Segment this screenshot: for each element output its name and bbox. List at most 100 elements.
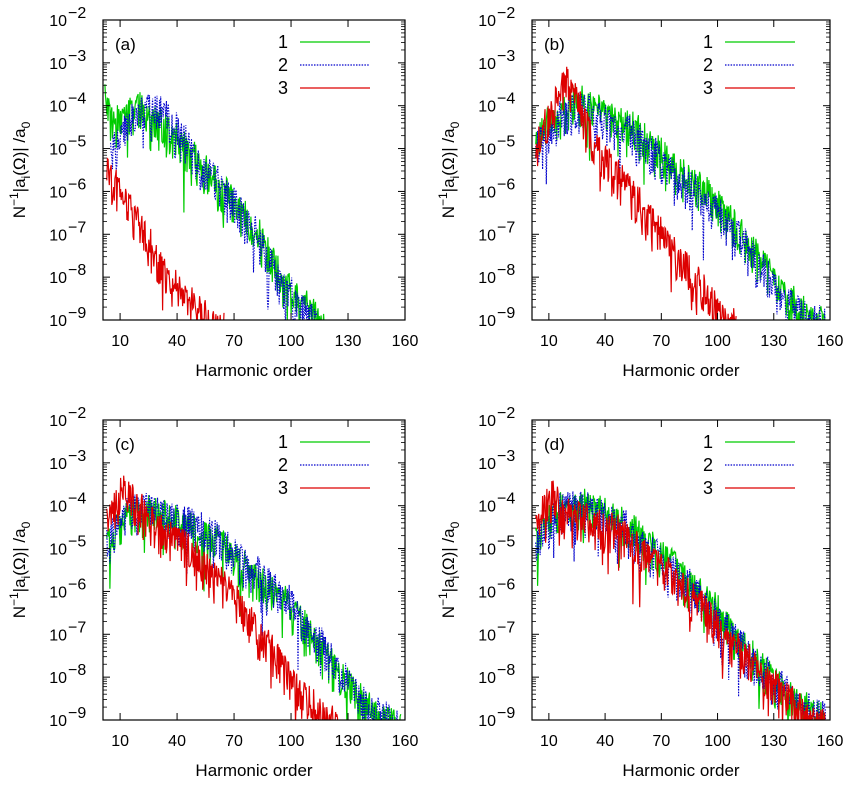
- y-tick-exponent: −6: [497, 576, 515, 593]
- y-tick-exponent: −6: [68, 576, 86, 593]
- y-tick-exponent: −8: [68, 662, 86, 679]
- x-tick-label: 160: [392, 333, 419, 350]
- x-tick-label: 10: [111, 333, 129, 350]
- y-tick-exponent: −5: [497, 134, 515, 151]
- legend: 1 2 3: [278, 432, 370, 498]
- x-tick-label: 160: [392, 733, 419, 750]
- y-tick-label: 10: [478, 499, 496, 516]
- legend-label: 3: [278, 478, 288, 498]
- y-tick-label: 10: [49, 270, 67, 287]
- y-tick-label: 10: [49, 13, 67, 30]
- y-tick-exponent: −7: [68, 619, 86, 636]
- panel-b: 10 −910 −810 −710 −610 −510 −410 −310 −210 40 70 10…: [436, 5, 843, 380]
- series-3-line: [535, 480, 826, 720]
- x-axis: 10 40 70 100 130 160: [111, 20, 418, 350]
- x-axis-label: Harmonic order: [622, 361, 739, 380]
- y-tick-label: 10: [49, 584, 67, 601]
- y-tick-exponent: −7: [497, 219, 515, 236]
- x-tick-label: 130: [335, 333, 362, 350]
- legend-label: 1: [278, 32, 288, 52]
- y-tick-label: 10: [478, 627, 496, 644]
- y-tick-label: 10: [478, 227, 496, 244]
- legend-label: 2: [703, 455, 713, 475]
- x-tick-label: 100: [704, 733, 731, 750]
- legend-label: 2: [278, 55, 288, 75]
- y-tick-label: 10: [49, 456, 67, 473]
- y-tick-exponent: −7: [497, 619, 515, 636]
- series-3-line: [106, 475, 339, 720]
- y-axis-label: N−1|ai(Ω)| /a0: [7, 521, 33, 618]
- x-axis-label: Harmonic order: [622, 761, 739, 780]
- legend-label: 3: [703, 478, 713, 498]
- y-tick-label: 10: [478, 56, 496, 73]
- x-tick-label: 40: [168, 733, 186, 750]
- y-tick-exponent: −2: [497, 405, 515, 422]
- plot-frame: [531, 19, 831, 321]
- series-group: [106, 475, 402, 720]
- x-tick-label: 100: [704, 333, 731, 350]
- x-tick-label: 40: [168, 333, 186, 350]
- y-tick-label: 10: [478, 13, 496, 30]
- x-tick-label: 130: [760, 733, 787, 750]
- x-tick-label: 70: [652, 333, 670, 350]
- legend: 1 2 3: [703, 432, 795, 498]
- series-group: [535, 66, 826, 320]
- y-tick-exponent: −4: [68, 91, 86, 108]
- panel-c: 10 −910 −810 −710 −610 −510 −410 −310 −210 40 70 10…: [7, 405, 418, 780]
- x-tick-label: 40: [596, 733, 614, 750]
- y-tick-label: 10: [478, 270, 496, 287]
- y-axis-label: N−1|ai(Ω)| /a0: [7, 121, 33, 218]
- series-group: [535, 480, 827, 720]
- y-tick-exponent: −5: [68, 534, 86, 551]
- x-tick-label: 100: [278, 733, 305, 750]
- panel-label: (a): [115, 35, 136, 54]
- y-axis: 10−910−810−710−610−510−410−310−2: [49, 405, 405, 730]
- x-axis: 10 40 70 100 130 160: [540, 20, 843, 350]
- series-2-line: [535, 92, 826, 320]
- y-tick-label: 10: [49, 713, 67, 730]
- legend-label: 1: [703, 432, 713, 452]
- y-tick-exponent: −5: [68, 134, 86, 151]
- plot-frame: [102, 19, 406, 321]
- series-1-line: [535, 84, 826, 320]
- x-tick-label: 10: [111, 733, 129, 750]
- y-tick-exponent: −6: [68, 176, 86, 193]
- y-tick-exponent: −9: [497, 705, 515, 722]
- y-tick-exponent: −9: [68, 705, 86, 722]
- y-tick-label: 10: [49, 56, 67, 73]
- y-tick-exponent: −3: [68, 448, 86, 465]
- plot-frame: [531, 419, 831, 721]
- x-axis-label: Harmonic order: [195, 761, 312, 780]
- legend: 1 2 3: [278, 32, 370, 98]
- panel-label: (b): [544, 35, 565, 54]
- y-tick-label: 10: [49, 99, 67, 116]
- x-tick-label: 130: [335, 733, 362, 750]
- y-axis: 10−910−810−710−610−510−410−310−2: [49, 5, 405, 330]
- y-tick-exponent: −5: [497, 534, 515, 551]
- y-tick-exponent: −2: [68, 405, 86, 422]
- y-tick-exponent: −7: [68, 219, 86, 236]
- y-tick-exponent: −4: [497, 491, 515, 508]
- y-tick-exponent: −8: [68, 262, 86, 279]
- y-tick-label: 10: [49, 227, 67, 244]
- y-tick-exponent: −8: [497, 662, 515, 679]
- y-tick-exponent: −2: [68, 5, 86, 22]
- x-tick-label: 100: [278, 333, 305, 350]
- y-tick-label: 10: [49, 413, 67, 430]
- y-tick-exponent: −4: [68, 491, 86, 508]
- x-tick-label: 160: [817, 333, 844, 350]
- legend-label: 2: [278, 455, 288, 475]
- x-axis: 10 40 70 100 130 160: [540, 420, 843, 750]
- y-tick-label: 10: [49, 142, 67, 159]
- y-tick-label: 10: [478, 313, 496, 330]
- x-tick-label: 130: [760, 333, 787, 350]
- series-2-line: [110, 94, 318, 320]
- y-tick-label: 10: [49, 627, 67, 644]
- y-axis: 10−910−810−710−610−510−410−310−2: [478, 5, 830, 330]
- y-tick-exponent: −2: [497, 5, 515, 22]
- series-2-line: [106, 493, 402, 720]
- y-tick-label: 10: [49, 670, 67, 687]
- y-tick-label: 10: [49, 542, 67, 559]
- x-tick-label: 10: [540, 733, 558, 750]
- y-tick-exponent: −9: [68, 305, 86, 322]
